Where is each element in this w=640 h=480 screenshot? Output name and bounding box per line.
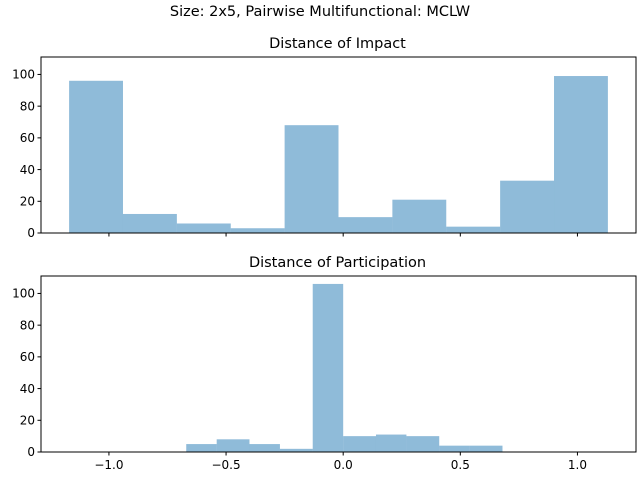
bottom-histogram-bar-3 bbox=[279, 448, 313, 452]
top-histogram-bar-4 bbox=[284, 125, 339, 233]
bottom-histogram-bar-8 bbox=[439, 445, 470, 452]
top-ytick-label-1: 20 bbox=[20, 194, 35, 208]
top-ytick-label-3: 60 bbox=[20, 131, 35, 145]
bottom-histogram-bar-6 bbox=[375, 434, 407, 452]
bottom-histogram-bar-5 bbox=[343, 436, 376, 452]
top-histogram-axes: Distance of Impact 0 20 40 60 80 100 bbox=[12, 36, 637, 240]
bottom-histogram-bar-7 bbox=[406, 436, 440, 452]
bottom-histogram-bar-0 bbox=[186, 444, 217, 452]
bottom-xtick-label-4: 1.0 bbox=[568, 458, 587, 472]
top-histogram-bar-5 bbox=[338, 217, 393, 233]
top-histogram-bar-7 bbox=[446, 226, 501, 233]
bottom-axes-frame bbox=[40, 275, 637, 453]
bottom-ytick-label-5: 100 bbox=[12, 287, 35, 301]
bottom-histogram-title: Distance of Participation bbox=[249, 255, 426, 271]
bottom-ytick-label-0: 0 bbox=[27, 445, 35, 459]
bottom-xtick-label-0: −1.0 bbox=[94, 458, 123, 472]
top-ytick-label-2: 40 bbox=[20, 163, 35, 177]
top-ytick-label-4: 80 bbox=[20, 99, 35, 113]
bottom-histogram-axes: Distance of Participation 0 20 40 60 80 100 −1… bbox=[12, 255, 637, 472]
top-axes-frame bbox=[40, 56, 637, 234]
bottom-histogram-bar-1 bbox=[216, 439, 250, 452]
bottom-histogram-bar-9 bbox=[469, 445, 503, 452]
top-histogram-bar-3 bbox=[230, 228, 285, 233]
figure-suptitle: Size: 2x5, Pairwise Multifunctional: MCL… bbox=[170, 4, 470, 20]
bottom-ytick-label-2: 40 bbox=[20, 382, 35, 396]
top-ytick-label-0: 0 bbox=[27, 226, 35, 240]
top-histogram-title: Distance of Impact bbox=[269, 36, 406, 52]
bottom-xtick-label-3: 0.5 bbox=[451, 458, 470, 472]
bottom-ytick-label-1: 20 bbox=[20, 413, 35, 427]
top-histogram-bar-9 bbox=[554, 76, 608, 233]
top-histogram-bar-1 bbox=[122, 213, 177, 233]
top-histogram-bar-6 bbox=[392, 199, 447, 233]
top-ytick-label-5: 100 bbox=[12, 68, 35, 82]
bottom-ytick-label-4: 80 bbox=[20, 318, 35, 332]
bottom-ytick-label-3: 60 bbox=[20, 350, 35, 364]
bottom-histogram-bar-2 bbox=[249, 444, 280, 452]
top-histogram-bar-0 bbox=[69, 80, 123, 233]
bottom-xtick-label-2: 0.0 bbox=[334, 458, 353, 472]
top-histogram-bar-8 bbox=[500, 180, 555, 233]
top-histogram-bar-2 bbox=[176, 223, 231, 233]
bottom-xtick-label-1: −0.5 bbox=[211, 458, 240, 472]
bottom-histogram-bar-4 bbox=[312, 283, 344, 452]
